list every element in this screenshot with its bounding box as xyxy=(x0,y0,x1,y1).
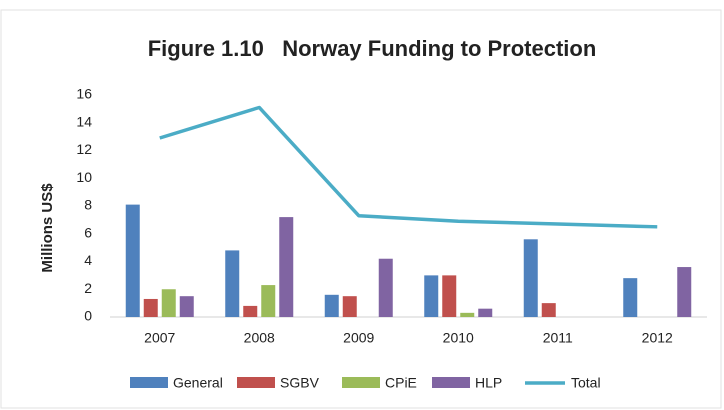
bar xyxy=(523,239,538,317)
x-tick-label: 2008 xyxy=(244,330,275,346)
bar xyxy=(279,217,294,317)
y-tick-label: 4 xyxy=(84,252,92,268)
x-tick-label: 2009 xyxy=(343,330,374,346)
legend-swatch xyxy=(130,377,168,388)
bar xyxy=(261,285,276,317)
x-tick-label: 2012 xyxy=(642,330,673,346)
legend-label: Total xyxy=(571,375,601,391)
y-tick-label: 12 xyxy=(76,141,92,157)
y-tick-label: 0 xyxy=(84,308,92,324)
y-tick-label: 14 xyxy=(76,113,92,129)
bar xyxy=(179,296,194,317)
bar xyxy=(342,296,357,317)
x-tick-label: 2010 xyxy=(443,330,474,346)
y-tick-label: 2 xyxy=(84,280,92,296)
bar xyxy=(225,250,240,317)
legend-label: HLP xyxy=(475,375,502,391)
legend-label: SGBV xyxy=(280,375,320,391)
chart-frame xyxy=(0,9,722,409)
bar xyxy=(378,258,393,317)
bar xyxy=(324,294,339,317)
bar xyxy=(677,267,692,317)
bar xyxy=(424,275,439,317)
bar xyxy=(623,278,638,317)
legend-swatch xyxy=(237,377,275,388)
chart-title: Figure 1.10 Norway Funding to Protection xyxy=(148,36,597,61)
bar xyxy=(460,312,475,317)
y-tick-label: 8 xyxy=(84,197,92,213)
x-tick-label: 2007 xyxy=(144,330,175,346)
legend-swatch xyxy=(432,377,470,388)
x-tick-label: 2011 xyxy=(543,330,573,346)
y-tick-label: 10 xyxy=(76,169,92,185)
legend-swatch xyxy=(342,377,380,388)
bar xyxy=(442,275,457,317)
legend-label: CPiE xyxy=(385,375,417,391)
bar xyxy=(161,289,176,317)
bar xyxy=(125,204,140,317)
bar xyxy=(478,308,493,317)
y-axis-label: Millions US$ xyxy=(39,183,56,273)
y-tick-label: 6 xyxy=(84,224,92,240)
line xyxy=(159,105,658,229)
legend-label: General xyxy=(173,375,223,391)
bar xyxy=(243,305,258,317)
y-tick-label: 16 xyxy=(76,86,92,102)
bar xyxy=(143,298,158,317)
bar xyxy=(541,303,556,317)
